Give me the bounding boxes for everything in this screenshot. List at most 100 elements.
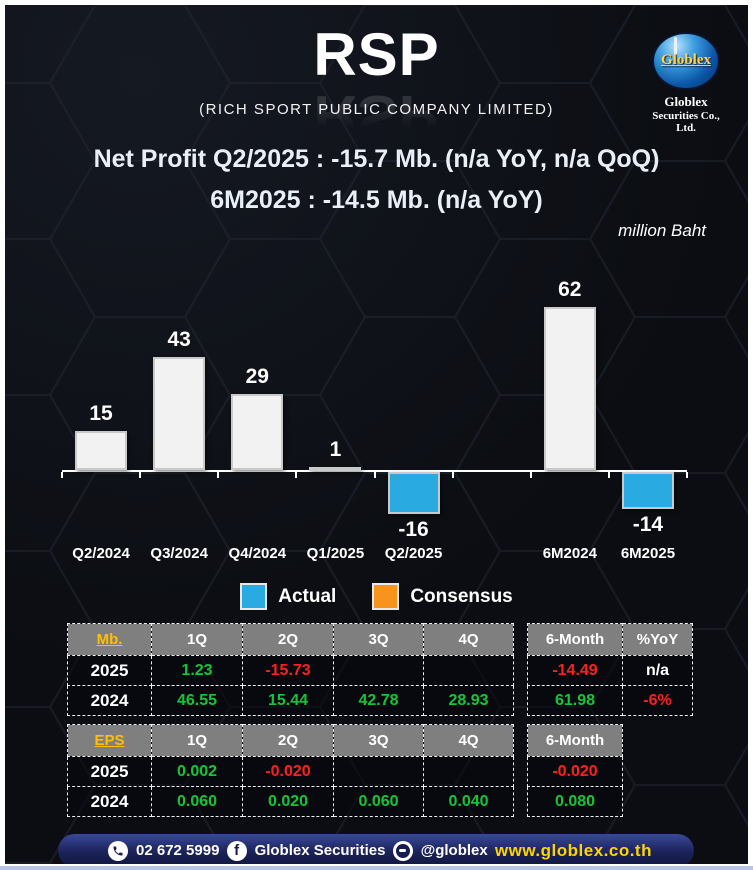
footer-phone[interactable]: 02 672 5999 [108, 840, 220, 861]
row-year: 2025 [67, 655, 152, 686]
line-messenger-icon [392, 840, 413, 861]
column-header: %YoY [622, 623, 693, 656]
quarterly-extra-table: 6-Month %YoY -14.49 n/a 61.98 -6% [527, 623, 693, 716]
bottom-accent-strip [0, 866, 753, 870]
category-label-Q2/2025: Q2/2025 [384, 545, 443, 562]
bar-6M2025 [621, 472, 674, 509]
axis-tick [686, 472, 688, 478]
net-profit-headline-6m: 6M2025 : -14.5 Mb. (n/a YoY) [210, 186, 543, 214]
legend-label: Consensus [410, 585, 513, 607]
table-cell: n/a [622, 655, 693, 686]
table-cell: -0.020 [527, 756, 623, 787]
legend-swatch-actual [240, 583, 268, 610]
company-full-name: (RICH SPORT PUBLIC COMPANY LIMITED) [199, 101, 554, 118]
bar-Q1/2025 [309, 467, 362, 471]
table-cell: -0.020 [242, 756, 334, 787]
eps-extra-table: 6-Month -0.020 0.080 [527, 724, 623, 817]
table-cell [423, 756, 514, 787]
eps-table: EPS 1Q 2Q 3Q 4Q 2025 0.002 -0.020 2024 0.060 0.020… [67, 724, 514, 817]
logo-brand-text: Globlex [660, 52, 711, 68]
bar-value-label: -14 [632, 513, 664, 536]
column-header: EPS [67, 724, 152, 757]
axis-tick [451, 472, 454, 478]
table-cell [333, 655, 424, 686]
globlex-logo: Globlex Globlex Securities Co., Ltd. [644, 32, 728, 134]
axis-tick [529, 472, 532, 478]
column-header: 2Q [242, 623, 334, 656]
page-title-ticker: RSP [313, 21, 440, 88]
category-label-Q1/2025: Q1/2025 [306, 545, 365, 562]
category-label-6M2025: 6M2025 [620, 545, 676, 562]
axis-tick [139, 472, 142, 478]
legend-label: Actual [278, 585, 337, 607]
logo-vertical-line [674, 37, 677, 55]
bar-value-label: 43 [167, 328, 191, 351]
row-year: 2024 [67, 685, 152, 716]
legend-item-consensus: Consensus [372, 583, 513, 610]
footer-facebook[interactable]: f Globlex Securities [226, 840, 386, 861]
bar-Q3/2024 [153, 357, 206, 470]
table-cell: 46.55 [151, 685, 243, 716]
table-cell: 0.080 [527, 786, 623, 817]
table-cell: 28.93 [423, 685, 514, 716]
table-cell: -6% [622, 685, 693, 716]
table-cell: 0.002 [151, 756, 243, 787]
phone-icon [108, 840, 128, 861]
globlex-logo-sphere-icon: Globlex [652, 32, 720, 90]
table-cell: 0.060 [333, 786, 424, 817]
column-header: 4Q [423, 623, 514, 656]
bar-value-label: 1 [329, 438, 342, 461]
bar-value-label: 15 [89, 402, 113, 425]
footer-line-text: @globlex [420, 842, 488, 859]
column-header: 4Q [423, 724, 514, 757]
category-label-6M2024: 6M2024 [542, 545, 597, 562]
footer-phone-text: 02 672 5999 [136, 842, 220, 859]
chart-legend: Actual Consensus [5, 583, 748, 610]
column-header: 6-Month [527, 724, 623, 757]
column-header: 1Q [151, 724, 243, 757]
footer-website-link[interactable]: www.globlex.co.th [494, 840, 652, 860]
column-header: 1Q [151, 623, 243, 656]
chart-unit-note: million Baht [618, 221, 706, 240]
axis-tick [61, 472, 63, 478]
table-cell: 61.98 [527, 685, 623, 716]
legend-item-actual: Actual [240, 583, 336, 610]
logo-company-line2: Securities Co., Ltd. [652, 110, 720, 134]
logo-company-line1: Globlex [664, 94, 708, 109]
net-profit-headline-q2: Net Profit Q2/2025 : -15.7 Mb. (n/a YoY,… [93, 145, 660, 173]
bar-Q2/2024 [75, 431, 128, 470]
row-year: 2025 [67, 756, 152, 787]
table-cell [333, 756, 424, 787]
facebook-icon: f [226, 840, 247, 861]
axis-tick [217, 472, 220, 478]
hexagon-pattern-background [5, 5, 748, 864]
quarterly-table: Mb. 1Q 2Q 3Q 4Q 2025 1.23 -15.73 2024 46.55 15.44 4… [67, 623, 514, 716]
column-header: Mb. [67, 623, 152, 656]
table-cell: 1.23 [151, 655, 243, 686]
column-header: 3Q [333, 623, 424, 656]
footer-line-account[interactable]: @globlex [392, 840, 488, 861]
bar-Q4/2024 [231, 394, 284, 470]
table-cell [423, 655, 514, 686]
table-cell: -14.49 [527, 655, 623, 686]
column-header: 6-Month [527, 623, 623, 656]
x-axis [62, 470, 687, 472]
category-label-Q2/2024: Q2/2024 [72, 545, 130, 562]
table-cell: 42.78 [333, 685, 424, 716]
table-cell: -15.73 [242, 655, 334, 686]
bar-6M2024 [543, 307, 596, 470]
bar-value-label: 62 [558, 278, 582, 301]
table-cell: 0.040 [423, 786, 514, 817]
legend-swatch-consensus [372, 583, 400, 610]
footer-facebook-text: Globlex Securities [254, 842, 386, 859]
table-cell: 0.020 [242, 786, 334, 817]
axis-tick [373, 472, 376, 478]
bar-Q2/2025 [387, 472, 440, 514]
bar-value-label: -16 [398, 518, 429, 541]
table-cell: 0.060 [151, 786, 243, 817]
column-header: 3Q [333, 724, 424, 757]
axis-tick [295, 472, 298, 478]
category-label-Q3/2024: Q3/2024 [150, 545, 208, 562]
column-header: 2Q [242, 724, 334, 757]
